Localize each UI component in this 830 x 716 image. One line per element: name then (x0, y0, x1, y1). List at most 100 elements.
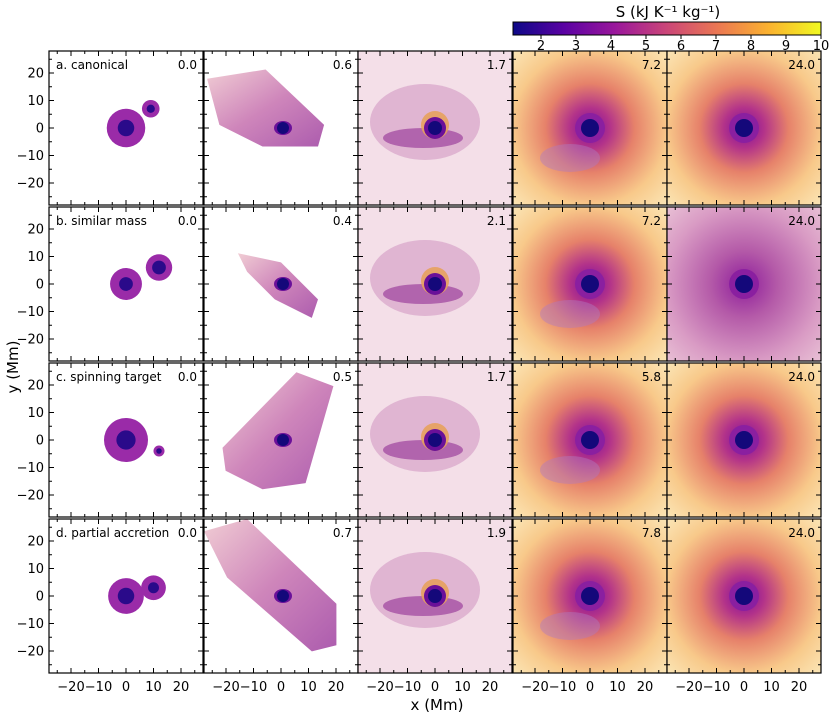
time-label: 0.5 (333, 370, 352, 384)
impactor-core (156, 448, 162, 454)
y-tick-label: 0 (36, 122, 44, 137)
colorbar: S (kJ K⁻¹ kg⁻¹) 2 3 4 5 6 7 8 9 10 (512, 3, 829, 54)
inner-core (428, 433, 442, 447)
time-label: 0.7 (333, 526, 352, 540)
y-tick-label: −10 (17, 305, 44, 320)
colorbar-tick-label: 6 (677, 39, 685, 54)
cool-streamer (540, 144, 600, 172)
row-label: b. similar mass (56, 214, 147, 228)
x-tick-label: 20 (328, 680, 345, 695)
panel-content (358, 51, 512, 205)
colorbar-ticks: 2 3 4 5 6 7 8 9 10 (537, 35, 829, 54)
panel-content (513, 51, 667, 205)
panel-content (667, 207, 821, 361)
target-core (116, 430, 136, 450)
colorbar-tick-label: 9 (782, 39, 790, 54)
time-label: 0.6 (333, 58, 352, 72)
y-tick-label: 0 (36, 278, 44, 293)
central-core (581, 431, 599, 449)
time-label: 24.0 (788, 370, 815, 384)
panel: 1.9 −20 −10 0 10 20 (357, 518, 513, 695)
x-tick-label: −10 (85, 680, 112, 695)
target-core (117, 119, 135, 137)
time-label: 1.9 (487, 526, 506, 540)
colorbar-label: S (kJ K⁻¹ kg⁻¹) (616, 3, 721, 21)
time-label: 0.0 (178, 58, 197, 72)
y-tick-label: 20 (27, 535, 44, 550)
panel: 24.0 −20 −10 0 10 20 (666, 518, 822, 695)
time-label: 1.7 (487, 370, 506, 384)
panel: 0.5 (203, 362, 359, 518)
x-tick-label: 20 (637, 680, 654, 695)
panel-content (513, 207, 667, 361)
x-tick-label: 0 (740, 680, 748, 695)
y-tick-label: 20 (27, 223, 44, 238)
colorbar-tick-label: 8 (747, 39, 755, 54)
central-core (581, 587, 599, 605)
x-tick-label: 0 (277, 680, 285, 695)
inner-core (277, 590, 289, 602)
y-tick-label: −20 (17, 645, 44, 660)
inner-core (428, 589, 442, 603)
cool-streamer (540, 612, 600, 640)
central-core (735, 587, 753, 605)
panel: 0.0 a. canonical 20 10 0 −10 −20 (17, 50, 204, 206)
y-axis-label: y (Mm) (4, 341, 22, 394)
time-label: 24.0 (788, 214, 815, 228)
time-label: 0.0 (178, 214, 197, 228)
central-core (735, 275, 753, 293)
debris-plume (222, 372, 334, 490)
colorbar-bar (512, 21, 822, 36)
y-tick-label: 0 (36, 434, 44, 449)
row-label: a. canonical (56, 58, 128, 72)
panel: 5.8 (512, 362, 668, 518)
time-label: 0.0 (178, 370, 197, 384)
panel-content (204, 519, 337, 652)
y-tick-label: −10 (17, 149, 44, 164)
impactor-core (148, 582, 159, 594)
panel-content (513, 519, 667, 673)
inner-core (428, 277, 442, 291)
panel: 2.1 (357, 206, 513, 362)
time-label: 24.0 (788, 58, 815, 72)
panel: 24.0 (666, 50, 822, 206)
target-core (117, 587, 135, 605)
panel-content (110, 254, 173, 300)
panel-content (667, 51, 821, 205)
x-tick-label: −10 (240, 680, 267, 695)
panel-content (358, 207, 512, 361)
central-core (735, 119, 753, 137)
time-label: 2.1 (487, 214, 506, 228)
y-tick-label: 10 (27, 406, 44, 421)
x-tick-label: −10 (394, 680, 421, 695)
y-tick-label: 10 (27, 250, 44, 265)
time-label: 7.2 (642, 58, 661, 72)
panel-content (513, 363, 667, 517)
time-label: 7.8 (642, 526, 661, 540)
colorbar-tick-label: 3 (572, 39, 580, 54)
panel: 0.6 (203, 50, 359, 206)
time-label: 5.8 (642, 370, 661, 384)
panel: 0.4 (203, 206, 359, 362)
central-core (581, 119, 599, 137)
row-label: d. partial accretion (56, 526, 169, 540)
time-label: 7.2 (642, 214, 661, 228)
cool-streamer (540, 300, 600, 328)
x-tick-label: −10 (549, 680, 576, 695)
panel-content (106, 99, 160, 148)
inner-core (277, 434, 289, 446)
panel: 24.0 (666, 362, 822, 518)
panel-content (108, 575, 166, 614)
y-tick-label: 10 (27, 94, 44, 109)
panel: 0.0 c. spinning target 20 10 0 −10 −20 (17, 362, 204, 518)
x-tick-label: 10 (145, 680, 162, 695)
y-tick-label: 20 (27, 67, 44, 82)
x-tick-label: −20 (521, 680, 548, 695)
panel-content (667, 363, 821, 517)
panel-content (358, 363, 512, 517)
x-tick-label: 0 (586, 680, 594, 695)
x-tick-label: −20 (675, 680, 702, 695)
panel-content (667, 519, 821, 673)
